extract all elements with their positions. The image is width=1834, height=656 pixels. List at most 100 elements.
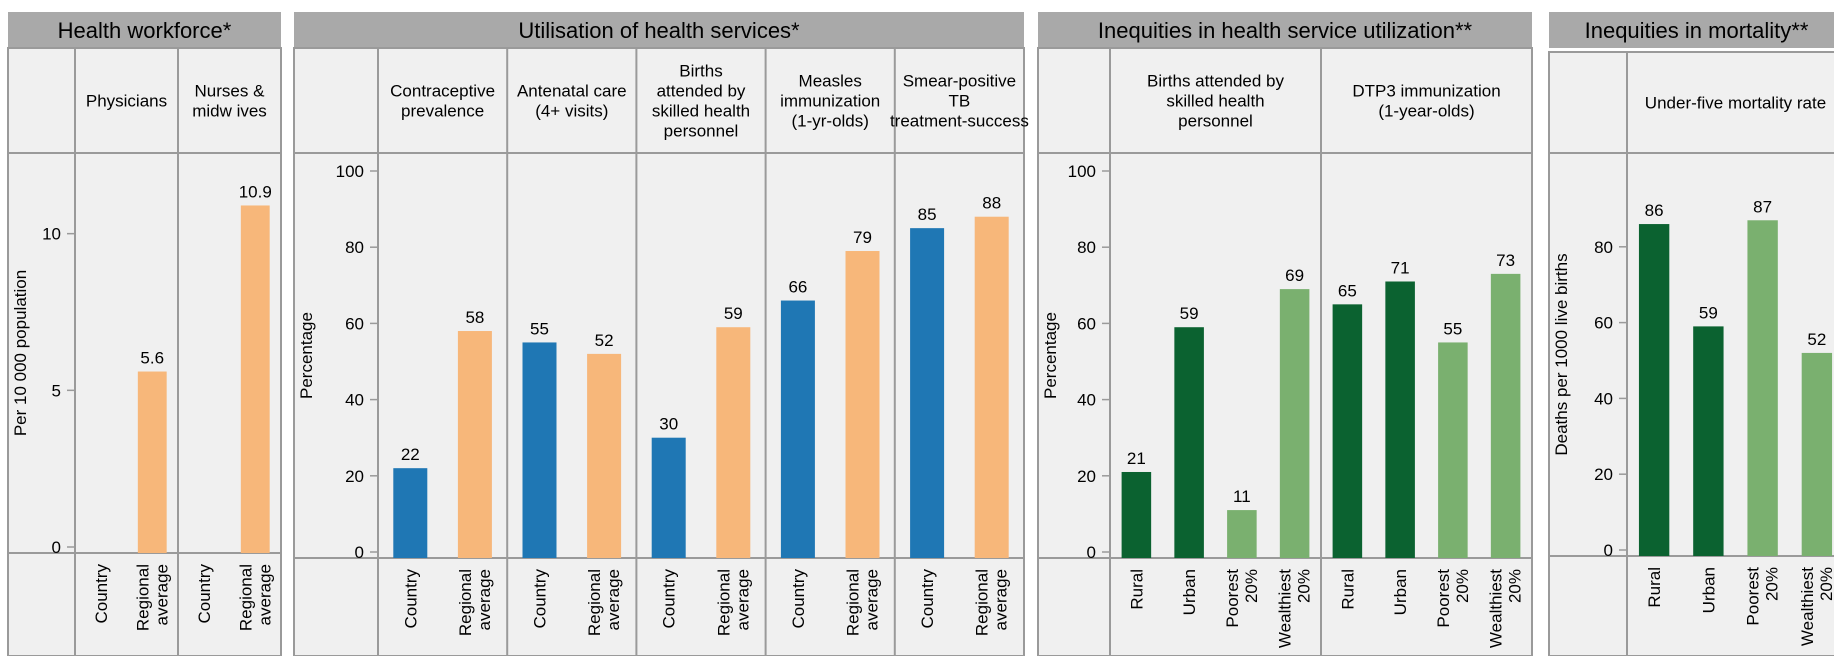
category-label: Regionalaverage: [844, 569, 882, 636]
panel-3: Inequities in health service utilization…: [1037, 12, 1533, 656]
group-label: Under-five mortality rate: [1645, 94, 1826, 113]
category-label: Wealthiest20%: [1798, 567, 1834, 646]
data-label: 69: [1285, 266, 1304, 285]
group-label: DTP3 immunization (1-year-olds): [1352, 82, 1500, 121]
data-label: 55: [1443, 319, 1462, 338]
y-tick-label: 80: [345, 238, 364, 257]
y-axis-title: Percentage: [1041, 312, 1060, 399]
category-label: Regionalaverage: [973, 569, 1011, 636]
bar: [457, 331, 492, 558]
category-label: Poorest20%: [1434, 569, 1472, 628]
bar: [1121, 471, 1152, 558]
bar: [974, 216, 1009, 558]
category-label: Country: [92, 564, 111, 624]
category-label: Country: [660, 569, 679, 629]
bar: [1174, 327, 1204, 558]
panel-4: Inequities in mortality** Deaths per 1000…: [1548, 12, 1834, 656]
data-label: 85: [918, 205, 937, 224]
data-label: 59: [1699, 303, 1718, 322]
y-tick-label: 100: [336, 162, 364, 181]
data-label: 88: [982, 194, 1001, 213]
bar: [393, 468, 428, 558]
panel-header: [8, 12, 281, 48]
panel-title: Utilisation of health services*: [518, 18, 800, 43]
bar: [240, 205, 270, 553]
panel-body: [1548, 51, 1834, 656]
data-label: 65: [1338, 281, 1357, 300]
category-label: Regionalaverage: [133, 564, 171, 631]
data-label: 79: [853, 228, 872, 247]
panel-header: [1038, 12, 1532, 48]
data-label: 10.9: [239, 182, 272, 201]
group-label: Births attended by skilled health personne…: [1147, 72, 1285, 131]
y-tick-label: 0: [1087, 543, 1096, 562]
category-label: Urban: [1391, 569, 1410, 615]
y-tick-label: 40: [345, 391, 364, 410]
bar: [1747, 220, 1778, 556]
bar: [845, 251, 880, 558]
panel-title: Inequities in health service utilization…: [1098, 18, 1473, 43]
category-label: Country: [918, 569, 937, 629]
bar: [1227, 510, 1257, 558]
panel-header: [294, 12, 1024, 48]
data-label: 73: [1496, 251, 1515, 270]
category-label: Poorest20%: [1744, 567, 1782, 626]
y-tick-label: 20: [1077, 467, 1096, 486]
data-label: 66: [788, 278, 807, 297]
data-label: 5.6: [140, 349, 164, 368]
bar: [651, 437, 686, 558]
bar: [1693, 326, 1724, 556]
y-tick-label: 10: [42, 225, 61, 244]
y-tick-label: 20: [1594, 465, 1613, 484]
bar: [587, 353, 622, 558]
data-label: 86: [1645, 201, 1664, 220]
panel-body: [7, 47, 282, 656]
group-label: Antenatal care (4+ visits): [517, 82, 627, 121]
y-tick-label: 20: [345, 467, 364, 486]
bar: [716, 327, 751, 558]
data-label: 59: [724, 304, 743, 323]
y-tick-label: 5: [52, 381, 61, 400]
category-label: Country: [531, 569, 550, 629]
category-label: Rural: [1338, 569, 1357, 610]
y-tick-label: 40: [1077, 391, 1096, 410]
category-label: Rural: [1127, 569, 1146, 610]
data-label: 87: [1753, 197, 1772, 216]
bar: [137, 371, 167, 553]
bar: [780, 300, 815, 558]
group-label: Measles immunization (1-yr-olds): [780, 72, 880, 131]
data-label: 22: [401, 445, 420, 464]
bar: [1385, 281, 1415, 558]
data-label: 30: [659, 415, 678, 434]
category-label: Country: [789, 569, 808, 629]
y-tick-label: 60: [1594, 314, 1613, 333]
bar: [1438, 342, 1468, 558]
y-tick-label: 0: [1604, 541, 1613, 560]
panel-title: Inequities in mortality**: [1585, 18, 1809, 43]
group-label: Nurses & midw ives: [192, 82, 267, 121]
data-label: 55: [530, 319, 549, 338]
bar: [1801, 352, 1833, 556]
category-label: Country: [401, 569, 420, 629]
category-label: Poorest20%: [1223, 569, 1261, 628]
group-label: Smear-positive TB treatment-success: [890, 72, 1029, 131]
y-tick-label: 0: [52, 538, 61, 557]
data-label: 71: [1391, 258, 1410, 277]
category-label: Urban: [1180, 569, 1199, 615]
y-tick-label: 60: [1077, 314, 1096, 333]
group-label: Physicians: [86, 92, 167, 111]
category-label: Regionalaverage: [236, 564, 274, 631]
y-tick-label: 60: [345, 314, 364, 333]
bar: [1638, 224, 1670, 556]
category-label: Urban: [1699, 567, 1718, 613]
group-label: Births attended by skilled health personnel: [652, 62, 750, 141]
panel-2: Utilisation of health services* Percentag…: [293, 12, 1029, 656]
data-label: 59: [1180, 304, 1199, 323]
data-label: 21: [1127, 449, 1146, 468]
panel-1: Health workforce* Per 10 000 population 0 5…: [7, 12, 282, 656]
category-label: Regionalaverage: [714, 569, 752, 636]
bar: [1279, 289, 1310, 558]
data-label: 52: [1807, 330, 1826, 349]
